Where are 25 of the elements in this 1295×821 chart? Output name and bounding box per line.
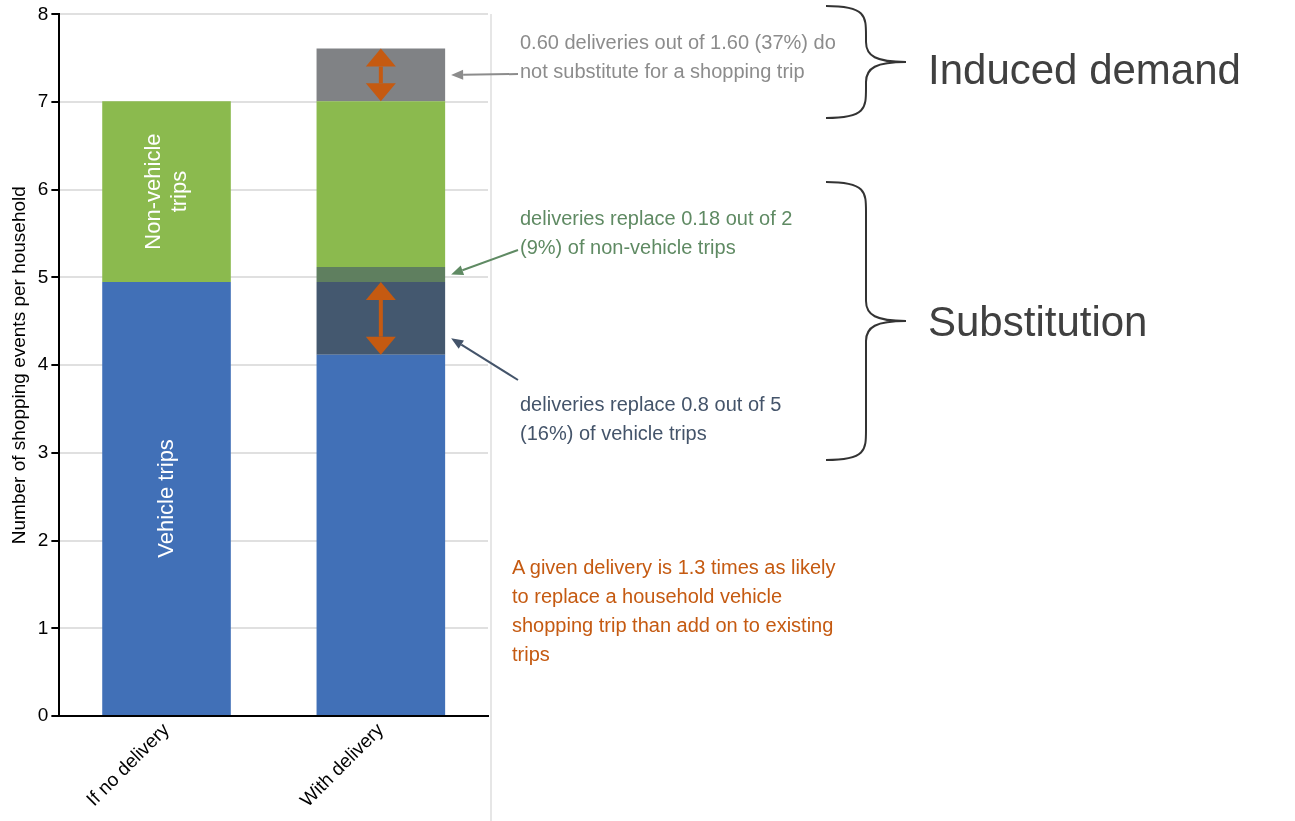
text: 0.60 deliveries out of 1.60 (37%) do not substitute for a shopping trip — [520, 30, 837, 84]
text: Induced demand — [928, 46, 1241, 94]
bar — [102, 281, 231, 715]
text: deliveries replace 0.8 out of 5 (16%) of vehicle trips — [520, 392, 783, 446]
bar — [316, 354, 446, 715]
y-tick-label: 8 — [37, 2, 49, 24]
y-tick-label: 7 — [37, 90, 49, 112]
y-axis-title: Number of shopping events per household — [7, 186, 29, 545]
text: Substitution — [928, 298, 1148, 346]
series-label: Non-vehicle trips — [139, 133, 191, 250]
y-tick-label: 4 — [37, 353, 49, 375]
y-tick-label: 3 — [37, 441, 49, 463]
y-tick-label: 1 — [37, 616, 49, 638]
y-tick-label: 5 — [37, 265, 49, 287]
bar — [102, 101, 231, 282]
series-label: Vehicle trips — [152, 439, 178, 558]
text: deliveries replace 0.18 out of 2 (9%) of non-vehicle trips — [520, 206, 794, 260]
y-tick-label: 6 — [37, 178, 49, 200]
bar — [316, 281, 446, 355]
bar — [316, 101, 446, 267]
bar — [316, 48, 446, 102]
y-tick-label: 0 — [37, 704, 49, 726]
y-tick-label: 2 — [37, 528, 49, 550]
text: A given delivery is 1.3 times as likely to replace a household vehicle shopping trip than add on to existing trips — [512, 555, 837, 667]
bar — [316, 266, 446, 282]
